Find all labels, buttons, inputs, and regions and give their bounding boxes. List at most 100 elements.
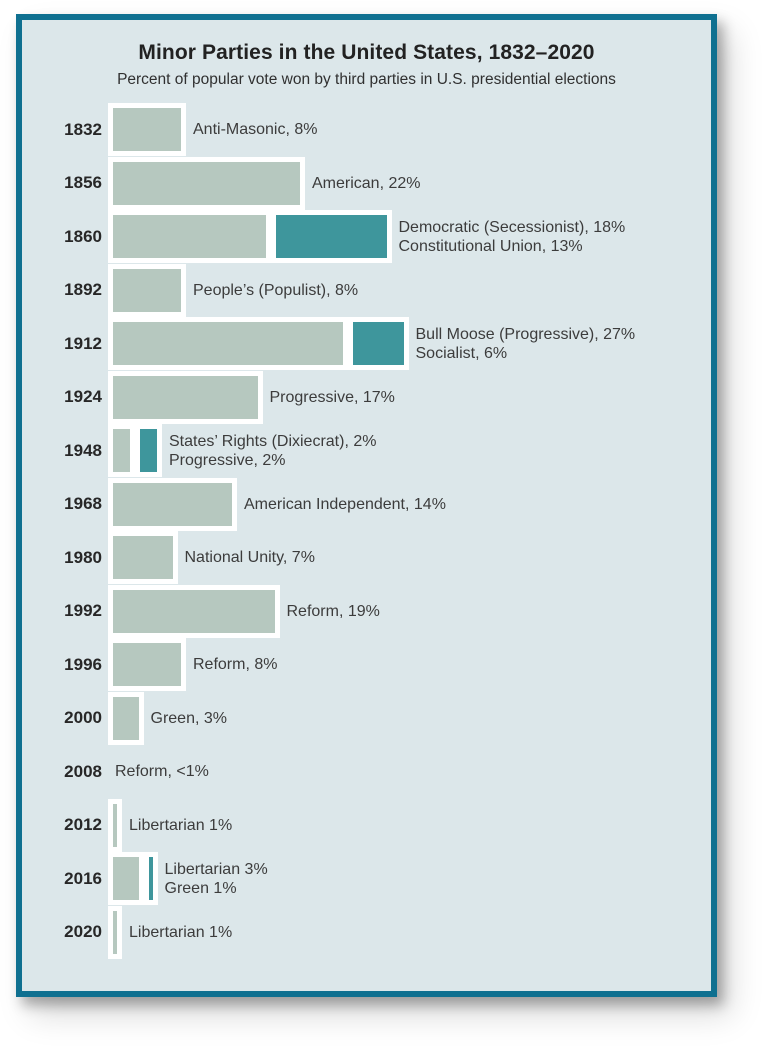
chart-row: 2008 Reform, <1% [22,745,711,799]
bar-label-line: Anti-Masonic, 8% [193,121,318,139]
bar-segment-sage [108,263,186,317]
bar-group [108,370,263,424]
bar-value-label: Libertarian 3% Green 1% [165,860,268,898]
bar-group [108,210,392,264]
bar-segment-sage [108,370,263,424]
bar-segment-teal [347,317,409,371]
bar-label-line: American Independent, 14% [244,495,446,513]
chart-row: 1924 Progressive, 17% [22,370,711,425]
chart-row: 1832 Anti-Masonic, 8% [22,103,711,157]
year-label: 2020 [64,922,102,942]
bar-label-line: Constitutional Union, 13% [398,237,583,255]
bar-value-label: Bull Moose (Progressive), 27% Socialist, … [416,325,636,363]
bar-value-label: States’ Rights (Dixiecrat), 2% Progressiv… [169,432,376,470]
chart-row: 1992 Reform, 19% [22,584,711,639]
bar-segment-sage [108,798,122,852]
year-label: 1980 [64,547,102,567]
year-label: 1968 [64,494,102,514]
chart-row: 1968 American Independent, 14% [22,477,711,532]
bar-value-label: Reform, 19% [287,602,380,621]
chart-title: Minor Parties in the United States, 1832… [138,41,595,64]
bar-segment-sage [108,317,348,371]
bar-value-label: People’s (Populist), 8% [193,281,358,300]
bar-group [108,103,186,157]
bar-value-label: Progressive, 17% [270,388,395,407]
year-label: 2000 [64,708,102,728]
bar-label-line: Green, 3% [150,709,227,727]
bar-segment-teal [271,210,392,264]
bar-value-label: American Independent, 14% [244,495,446,514]
bar-group [108,638,186,692]
bar-segment-sage [108,905,122,959]
bar-value-label: Libertarian 1% [129,816,232,835]
bar-segment-sage [108,584,280,638]
bar-group [108,263,186,317]
year-label: 1860 [64,226,102,246]
bar-label-line: States’ Rights (Dixiecrat), 2% [169,432,377,450]
bar-segment-sage [108,638,186,692]
bar-value-label: Reform, <1% [115,762,209,781]
bar-label-line: National Unity, 7% [184,549,315,567]
year-label: 2012 [64,815,102,835]
chart-row: 2012 Libertarian 1% [22,798,711,853]
year-label: 1832 [64,119,102,139]
year-label: 1996 [64,654,102,674]
bar-label-line: Reform, 8% [193,656,278,674]
bar-segment-sage [108,210,271,264]
bar-group [108,531,178,585]
year-label: 1992 [64,601,102,621]
bar-group [108,156,305,210]
chart-row: 1856 American, 22% [22,156,711,211]
bar-segment-sage [108,691,144,745]
bar-label-line: Bull Moose (Progressive), 27% [415,325,636,343]
bar-label-line: Libertarian 3% [164,860,268,878]
bar-segment-sage [108,852,144,906]
bar-value-label: Democratic (Secessionist), 18% Constituti… [399,218,626,256]
bar-segment-sage [108,156,305,210]
bar-label-line: Libertarian 1% [129,816,233,834]
bar-group [108,584,280,638]
chart-row: 2020 Libertarian 1% [22,905,711,960]
bar-label-line: Reform, <1% [115,763,209,781]
bar-group [108,905,122,959]
bar-group [108,477,237,531]
bar-group [108,798,122,852]
bar-label-line: Green 1% [164,879,237,897]
bar-segment-sage [108,424,135,478]
bar-segment-sage [108,531,178,585]
year-label: 1892 [64,280,102,300]
chart-row: 1892 People’s (Populist), 8% [22,263,711,318]
bar-group [108,317,409,371]
bar-value-label: National Unity, 7% [185,548,315,567]
chart-row: 1980 National Unity, 7% [22,531,711,585]
bar-group [108,852,158,906]
bar-value-label: American, 22% [312,174,421,193]
bar-label-line: Socialist, 6% [415,344,508,362]
year-label: 1912 [64,333,102,353]
bar-chart: 1832 Anti-Masonic, 8% 1856 American, 22% 186… [22,103,711,959]
chart-row: 1912 Bull Moose (Progressive), 27% Sociali… [22,317,711,371]
bar-value-label: Anti-Masonic, 8% [193,120,318,139]
bar-label-line: Progressive, 2% [169,451,286,469]
bar-label-line: Democratic (Secessionist), 18% [398,218,626,236]
bar-value-label: Reform, 8% [193,655,277,674]
bar-segment-sage [108,477,237,531]
bar-value-label: Libertarian 1% [129,923,232,942]
bar-value-label: Green, 3% [151,709,227,728]
chart-row: 1996 Reform, 8% [22,638,711,692]
bar-segment-teal [143,852,158,906]
bar-group [108,424,162,478]
bar-label-line: Progressive, 17% [269,388,395,406]
chart-panel: Minor Parties in the United States, 1832… [16,14,717,997]
year-label: 1924 [64,387,102,407]
bar-label-line: People’s (Populist), 8% [193,281,359,299]
year-label: 2016 [64,868,102,888]
bar-group [108,691,144,745]
chart-row: 2016 Libertarian 3% Green 1% [22,852,711,906]
bar-label-line: Libertarian 1% [129,923,233,941]
year-label: 2008 [64,761,102,781]
chart-row: 1860 Democratic (Secessionist), 18% Consti… [22,210,711,264]
bar-label-line: Reform, 19% [286,602,380,620]
chart-row: 1948 States’ Rights (Dixiecrat), 2% Progre… [22,424,711,478]
year-label: 1856 [64,173,102,193]
